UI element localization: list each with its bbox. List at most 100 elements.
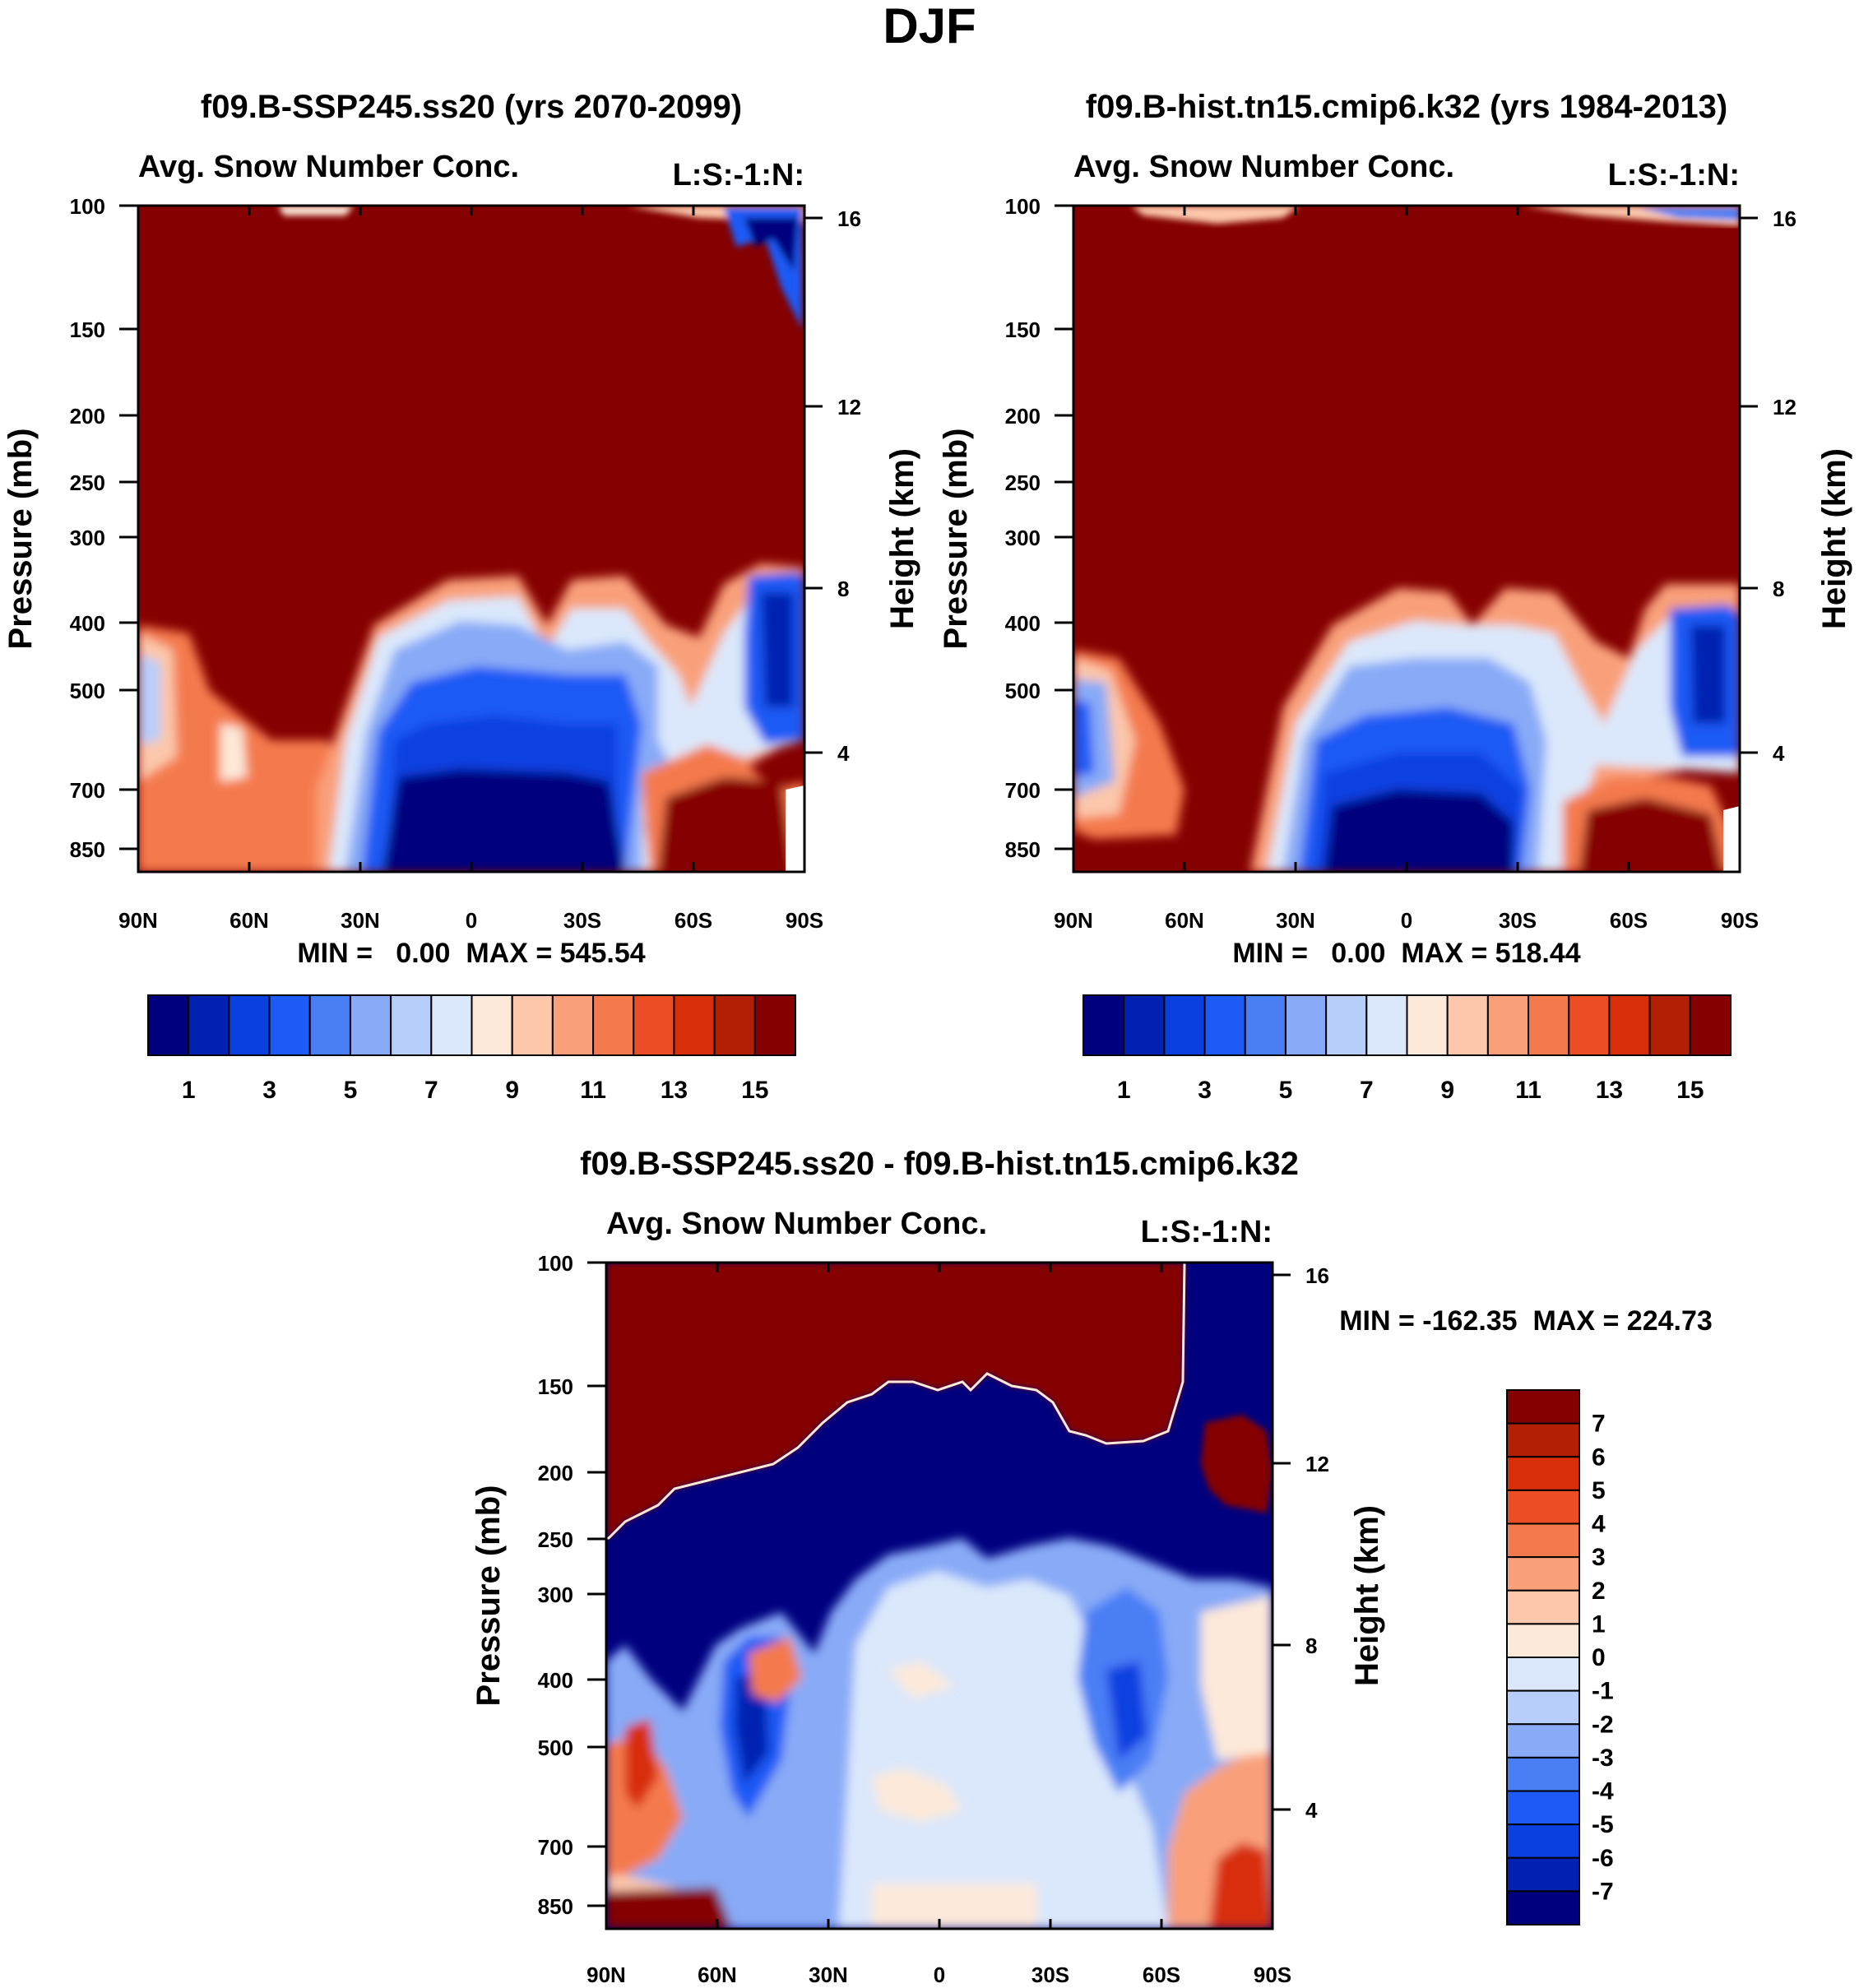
colorbar-box — [511, 994, 554, 1056]
colorbar-label: -6 — [1592, 1845, 1614, 1872]
colorbar-box — [1506, 1856, 1580, 1893]
colorbar-box — [1284, 994, 1328, 1056]
colorbar-box — [1244, 994, 1286, 1056]
x-tick-label: 30S — [1031, 1963, 1069, 1987]
colorbar-box — [1163, 994, 1206, 1056]
y-tick-label: 400 — [70, 611, 105, 636]
y-right-tick-label: 8 — [1305, 1633, 1317, 1658]
colorbar-label: 13 — [1596, 1077, 1623, 1104]
y-tick-label: 150 — [538, 1374, 573, 1399]
colorbar-label: 15 — [741, 1077, 768, 1104]
x-tick-label: 30S — [1499, 908, 1537, 933]
y-right-axis-label: Height (km) — [1816, 448, 1852, 629]
y-tick-label: 300 — [538, 1583, 573, 1607]
colorbar-label: 2 — [1592, 1578, 1606, 1605]
y-tick-label: 850 — [70, 837, 105, 862]
y-tick-label: 250 — [1005, 470, 1041, 495]
y-tick-label: 850 — [538, 1894, 573, 1919]
level-label: L:S:-1:N: — [673, 158, 804, 192]
colorbar-box — [1528, 994, 1570, 1056]
colorbar-box — [390, 994, 433, 1056]
x-tick-label: 90S — [1254, 1963, 1291, 1987]
colorbar-box — [551, 994, 595, 1056]
contour-field — [606, 1263, 1273, 1929]
x-tick-label: 0 — [934, 1963, 945, 1987]
y-right-tick-label: 4 — [1305, 1798, 1318, 1823]
y-tick-label: 200 — [1005, 404, 1041, 429]
y-tick-label: 150 — [1005, 317, 1041, 342]
y-axis-right: 16 12 8 4 Height (km) — [804, 206, 920, 766]
y-tick-label: 250 — [538, 1527, 573, 1552]
colorbar-label: 7 — [1360, 1077, 1374, 1104]
colorbar-box — [1506, 1422, 1580, 1458]
colorbar: 1 3 5 7 9 11 13 15 — [1082, 994, 1732, 1104]
colorbar-label: 11 — [580, 1077, 606, 1104]
colorbar-label: 13 — [661, 1077, 688, 1104]
y-tick-label: 250 — [70, 470, 105, 495]
colorbar-label: 4 — [1592, 1511, 1606, 1538]
colorbar-label: -4 — [1592, 1778, 1614, 1805]
x-tick-label: 90S — [1721, 908, 1759, 933]
x-tick-label: 60S — [1610, 908, 1648, 933]
panel-title: f09.B-hist.tn15.cmip6.k32 (yrs 1984-2013… — [1086, 89, 1727, 125]
colorbar-box — [753, 994, 796, 1056]
y-tick-label: 500 — [70, 679, 105, 703]
y-axis-right: 16 12 8 4 Height (km) — [1740, 206, 1852, 766]
colorbar-box — [1506, 1623, 1580, 1658]
colorbar-box — [1506, 1756, 1580, 1792]
colorbar-box — [1506, 1790, 1580, 1826]
panel-ssp245: f09.B-SSP245.ss20 (yrs 2070-2099) Avg. S… — [2, 89, 920, 1104]
y-right-tick-label: 12 — [837, 395, 861, 419]
colorbar-box — [1506, 1389, 1580, 1425]
colorbar-box — [1648, 994, 1691, 1056]
colorbar-box — [308, 994, 351, 1056]
colorbar-label: 5 — [1592, 1477, 1606, 1504]
x-tick-label: 60N — [698, 1963, 737, 1987]
colorbar-box — [1506, 1456, 1580, 1491]
colorbar-box — [1406, 994, 1449, 1056]
colorbar-label: -3 — [1592, 1745, 1614, 1772]
x-tick-label: 90N — [118, 908, 158, 933]
colorbar-box — [592, 994, 635, 1056]
y-tick-label: 700 — [538, 1835, 573, 1860]
x-tick-label: 30N — [809, 1963, 848, 1987]
colorbar-box — [1486, 994, 1530, 1056]
y-right-tick-label: 12 — [1773, 395, 1796, 419]
y-tick-label: 500 — [1005, 679, 1041, 703]
x-axis: 90N 60N 30N 0 30S 60S 90S — [586, 1263, 1291, 1987]
contour-field — [1073, 206, 1740, 872]
colorbar-label: 1 — [1592, 1610, 1606, 1638]
colorbar-box — [430, 994, 473, 1056]
y-tick-label: 400 — [538, 1668, 573, 1693]
x-tick-label: 90N — [586, 1963, 626, 1987]
colorbar-box — [1689, 994, 1732, 1056]
colorbar-label: 5 — [1279, 1077, 1293, 1104]
x-tick-label: 60S — [1143, 1963, 1180, 1987]
colorbar-box — [1365, 994, 1408, 1056]
y-axis-right: 16 12 8 4 Height (km) — [1273, 1263, 1385, 1823]
y-axis: 100 150 200 250 300 400 500 700 850 Pres… — [2, 194, 138, 862]
x-axis: 90N 60N 30N 0 30S 60S 90S — [118, 206, 823, 933]
level-label: L:S:-1:N: — [1141, 1215, 1273, 1249]
colorbar-label: -7 — [1592, 1878, 1614, 1905]
colorbar-label: -5 — [1592, 1811, 1614, 1838]
colorbar-label: 11 — [1515, 1077, 1541, 1104]
y-axis: 100 150 200 250 300 400 500 700 850 Pres… — [938, 194, 1073, 862]
colorbar-label: 7 — [424, 1077, 438, 1104]
colorbar-box — [1506, 1522, 1580, 1559]
x-tick-label: 30N — [1276, 908, 1315, 933]
colorbar-box — [1568, 994, 1611, 1056]
colorbar-box — [1506, 1723, 1580, 1759]
x-axis: 90N 60N 30N 0 30S 60S 90S — [1054, 206, 1759, 933]
colorbar-label: 6 — [1592, 1444, 1606, 1471]
y-tick-label: 700 — [70, 778, 105, 803]
y-tick-label: 150 — [70, 317, 105, 342]
y-axis-label: Pressure (mb) — [2, 429, 39, 650]
y-tick-label: 200 — [538, 1461, 573, 1485]
colorbar-box — [268, 994, 311, 1056]
colorbar-label: 3 — [1198, 1077, 1212, 1104]
min-max-label: MIN = -162.35 MAX = 224.73 — [1339, 1305, 1713, 1337]
colorbar-label: 3 — [1592, 1544, 1606, 1571]
colorbar-box — [1506, 1657, 1580, 1692]
